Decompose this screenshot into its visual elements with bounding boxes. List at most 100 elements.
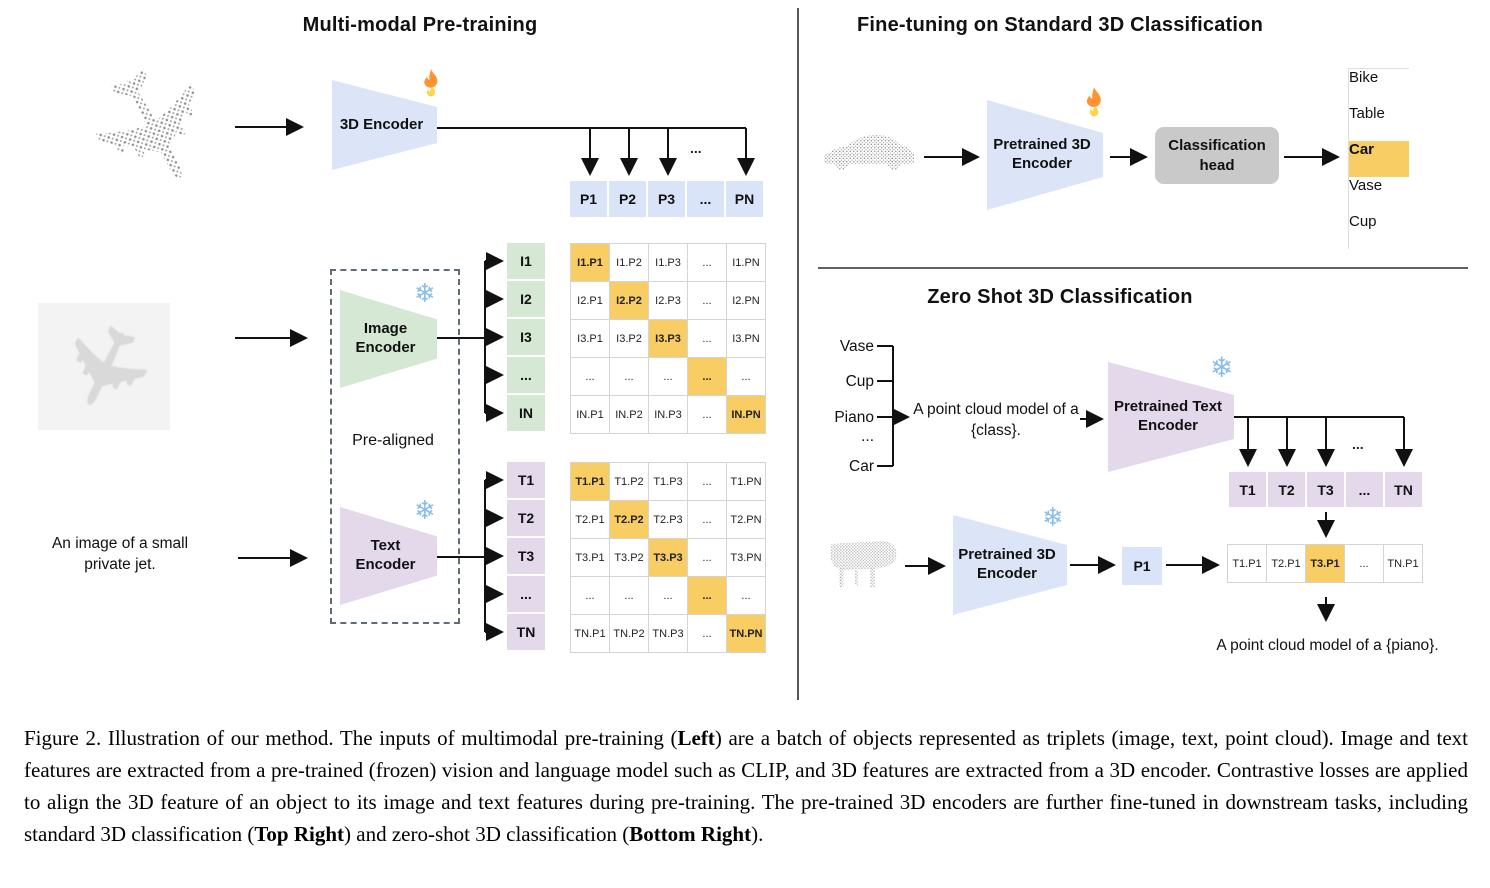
t-matrix-cell: TN.P3 (649, 615, 688, 653)
t-matrix-cell: ... (727, 577, 766, 615)
zs-tp-cell: TN.P1 (1384, 545, 1423, 583)
zeroshot-pretrained-3d-encoder-label: Pretrained 3D Encoder (958, 546, 1056, 582)
i-matrix-cell: I1.P1 (571, 244, 610, 282)
t-cell: T1 (507, 462, 545, 498)
zs-tp-cell: T1.P1 (1228, 545, 1267, 583)
i-matrix-cell: I3.P1 (571, 320, 610, 358)
zeroshot-class-cup: Cup (845, 373, 874, 390)
snowflake-icon: ❄ (414, 279, 436, 309)
text-point-similarity-matrix: T1.P1 T1.P2 T1.P3... T1.PN T2.P1 T2.P2 T2.P3..… (570, 462, 766, 653)
airplane-icon: ✈ (26, 297, 182, 436)
i-cell: I2 (507, 281, 545, 317)
caption-segment: ) and zero-shot 3D classification ( (344, 822, 630, 846)
i-matrix-cell: ... (688, 282, 727, 320)
t-matrix-cell: T1.P3 (649, 463, 688, 501)
snowflake-icon: ❄ (414, 496, 436, 526)
t-matrix-cell: ... (688, 577, 727, 615)
zs-t-cell: T2 (1268, 472, 1305, 507)
piano-point-cloud (830, 540, 897, 588)
t-matrix-cell: T2.P3 (649, 501, 688, 539)
airplane-icon: ✈ (40, 55, 220, 225)
class-cell: Cup (1349, 213, 1377, 230)
class-cell: Car (1349, 141, 1409, 177)
zs-tp-cell: ... (1345, 545, 1384, 583)
classification-head: Classification head (1155, 127, 1279, 184)
i-matrix-cell: ... (610, 358, 649, 396)
pretrained-text-encoder-label: Pretrained Text Encoder (1113, 398, 1223, 434)
t-matrix-cell: T1.PN (727, 463, 766, 501)
zs-t-cell: TN (1385, 472, 1422, 507)
i-matrix-cell: ... (727, 358, 766, 396)
caption-segment: Left (677, 726, 715, 750)
t-matrix-cell: TN.P1 (571, 615, 610, 653)
i-matrix-cell: ... (688, 320, 727, 358)
t-matrix-cell: ... (649, 577, 688, 615)
i-matrix-cell: ... (571, 358, 610, 396)
i-matrix-cell: I3.PN (727, 320, 766, 358)
classification-head-label: Classification head (1168, 137, 1266, 174)
zs-t-cell: ... (1346, 472, 1383, 507)
encoder-3d-label: 3D Encoder (339, 115, 424, 133)
p-cell: P3 (648, 181, 685, 217)
t-matrix-cell: T3.PN (727, 539, 766, 577)
i-matrix-cell: I2.P3 (649, 282, 688, 320)
p-cell: P1 (570, 181, 607, 217)
t-matrix-cell: TN.PN (727, 615, 766, 653)
text-encoder-label: Text Encoder (355, 537, 416, 573)
image-feature-column: I1 I2 I3... IN (507, 243, 545, 431)
i-matrix-cell: I1.P3 (649, 244, 688, 282)
caption-segment: Bottom Right (629, 822, 752, 846)
text-input-caption: An image of a small private jet. (51, 535, 189, 573)
i-matrix-cell: ... (688, 396, 727, 434)
pre-aligned-box (330, 269, 460, 624)
zs-tp-cell: T3.P1 (1306, 545, 1345, 583)
class-cell: Table (1349, 105, 1385, 122)
ellipsis: ... (1352, 436, 1364, 452)
t-cell: ... (507, 576, 545, 612)
i-matrix-cell: ... (688, 358, 727, 396)
image-point-similarity-matrix: I1.P1 I1.P2 I1.P3... I1.PN I2.P1 I2.P2 I2.P3..… (570, 243, 766, 434)
i-matrix-cell: IN.P1 (571, 396, 610, 434)
class-prediction-list: Bike Table Car Vase Cup (1348, 68, 1409, 249)
prompt-template: A point cloud model of a {class}. (913, 401, 1079, 439)
caption-segment: ) are a batch of objects represented as … (24, 726, 1468, 846)
t-matrix-cell: T3.P3 (649, 539, 688, 577)
flame-icon (424, 69, 438, 97)
t-matrix-cell: T3.P1 (571, 539, 610, 577)
t-matrix-cell: ... (688, 615, 727, 653)
p1-feature-box: P1 (1122, 547, 1162, 585)
result-prompt: A point cloud model of a {piano}. (1216, 637, 1439, 654)
car-point-cloud (824, 135, 914, 170)
caption-segment: Top Right (254, 822, 345, 846)
p-cell: PN (726, 181, 763, 217)
zeroshot-title: Zero Shot 3D Classification (927, 286, 1193, 308)
airplane-point-cloud: ✈ (40, 55, 220, 225)
finetune-title: Fine-tuning on Standard 3D Classificatio… (856, 14, 1263, 36)
i-cell: ... (507, 357, 545, 393)
i-cell: I1 (507, 243, 545, 279)
i-cell: IN (507, 395, 545, 431)
pretrain-title: Multi-modal Pre-training (302, 14, 538, 36)
ellipsis: ... (690, 140, 702, 156)
i-matrix-cell: IN.P2 (610, 396, 649, 434)
t-matrix-cell: ... (571, 577, 610, 615)
zeroshot-class-ellipsis: ... (861, 428, 874, 445)
t-matrix-cell: ... (688, 501, 727, 539)
t-matrix-cell: T2.P2 (610, 501, 649, 539)
t-matrix-cell: ... (688, 539, 727, 577)
caption-segment: Figure 2. Illustration of our method. Th… (24, 726, 678, 750)
i-matrix-cell: I3.P3 (649, 320, 688, 358)
t-cell: T2 (507, 500, 545, 536)
t-matrix-cell: T2.P1 (571, 501, 610, 539)
i-matrix-cell: I2.PN (727, 282, 766, 320)
class-cell: Bike (1349, 69, 1379, 86)
zeroshot-class-piano: Piano (834, 409, 874, 426)
zeroshot-class-vase: Vase (839, 338, 874, 355)
snowflake-icon: ❄ (1042, 503, 1064, 533)
t-matrix-cell: T2.PN (727, 501, 766, 539)
i-matrix-cell: I1.PN (727, 244, 766, 282)
t-cell: T3 (507, 538, 545, 574)
p-cell: ... (687, 181, 724, 217)
